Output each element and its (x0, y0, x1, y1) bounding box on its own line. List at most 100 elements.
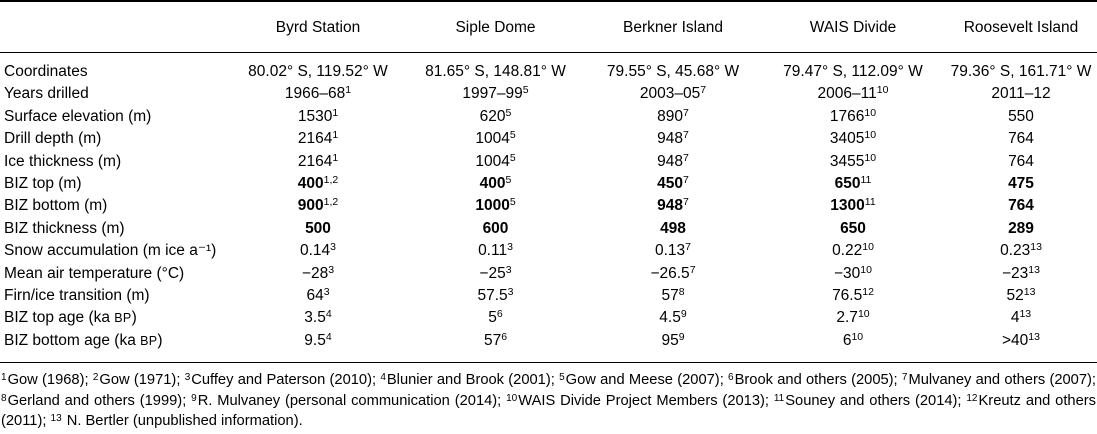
cell-value: −26.5 (650, 264, 690, 282)
table-cell: 4005 (406, 173, 585, 195)
table-cell: 0.143 (230, 240, 406, 262)
footnote-ref: 10 (864, 106, 877, 119)
cell-value: 79.55° S, 45.68° W (606, 63, 740, 80)
table-cell: 4507 (585, 173, 761, 195)
table-cell: 9487 (585, 195, 761, 217)
cell-value: 948 (657, 152, 684, 170)
footnote-ref: 6 (728, 372, 734, 384)
table-cell: 65011 (761, 173, 945, 195)
table-cell: 81.65° S, 148.81° W (406, 53, 585, 84)
footnote-ref: 7 (685, 241, 691, 254)
table-row-coordinates: Coordinates 80.02° S, 119.52° W 81.65° S, … (0, 53, 1097, 84)
footnote-ref: 9 (680, 308, 687, 321)
table-cell: 0.113 (406, 240, 585, 262)
footnote-ref: 10 (876, 84, 889, 97)
table-cell: 9001,2 (230, 195, 406, 217)
cell-value: 4.5 (659, 309, 681, 327)
footnote-ref: 13 (1030, 241, 1042, 254)
cell-value: 1000 (475, 197, 510, 215)
cell-value: 289 (1008, 219, 1034, 237)
footnote-ref: 10 (860, 263, 872, 276)
cell-value: 2006–11 (817, 85, 877, 103)
table-cell: 289 (945, 218, 1097, 240)
footnote-ref: 12 (862, 286, 874, 299)
footnote-ref: 1 (332, 106, 339, 119)
footnote-ref: 7 (683, 151, 689, 164)
table-cell: −253 (406, 263, 585, 285)
cell-value: 3405 (829, 130, 865, 148)
table-cell: 959 (585, 330, 761, 363)
footnote-ref: 12 (966, 392, 978, 404)
table-cell: 176610 (761, 106, 945, 128)
footnote-ref: 1,2 (323, 196, 339, 209)
table-cell: 2011–12 (945, 83, 1097, 105)
footnote-ref: 5 (509, 196, 516, 209)
cell-value: −23 (1002, 264, 1029, 282)
footnote-ref: 10 (864, 129, 877, 142)
cell-value: 3.5 (304, 309, 326, 327)
cell-value: 57 (483, 331, 502, 349)
row-label: BIZ bottom age (ka BP) (4, 331, 163, 349)
footnote-ref: 7 (683, 196, 689, 209)
footnote-ref: 5 (505, 174, 512, 187)
table-cell: 0.137 (585, 240, 761, 262)
cell-value: 1997–99 (462, 85, 523, 103)
table-cell: 21641 (230, 151, 406, 173)
table-row-biz-thickness-m: BIZ thickness (m) 500 600 498 650 289 (0, 218, 1097, 240)
footnote-ref: 4 (325, 330, 332, 343)
footnote-ref: 13 (1023, 286, 1036, 299)
table-cell: 10005 (406, 195, 585, 217)
cell-value: 79.47° S, 112.09° W (783, 63, 923, 80)
table-cell: −283 (230, 263, 406, 285)
cell-value: 764 (1008, 152, 1034, 170)
table-cell: 4.59 (585, 307, 761, 329)
table-cell: 600 (406, 218, 585, 240)
footnote-ref: 1,2 (323, 174, 339, 187)
footnote-ref: 2 (92, 372, 99, 384)
cell-value: 498 (660, 219, 686, 237)
footnote-ref: 13 (1028, 263, 1040, 276)
table-row-biz-bottom-m: BIZ bottom (m) 9001,2 10005 9487 130011 764 (0, 195, 1097, 217)
table-cell: >4013 (945, 330, 1097, 363)
cell-value: 2011–12 (991, 85, 1051, 103)
table-body: Coordinates 80.02° S, 119.52° W 81.65° S, … (0, 53, 1097, 363)
footnote-ref: 7 (683, 174, 689, 187)
table-cell: 76.512 (761, 285, 945, 307)
footnote-ref: 7 (689, 263, 696, 276)
table-row-biz-bottom-age-ka-bp: BIZ bottom age (ka BP) 9.54 576 959 610 >4013 (0, 330, 1097, 363)
column-header-wais-divide: WAIS Divide (761, 1, 945, 53)
table-cell: −2313 (945, 263, 1097, 285)
table-cell: 650 (761, 218, 945, 240)
table-cell: 56 (406, 307, 585, 329)
column-header-siple-dome: Siple Dome (406, 1, 585, 53)
cell-value: 6 (842, 331, 852, 349)
footnote-ref: 6 (501, 330, 508, 343)
cell-value: 0.22 (832, 242, 863, 260)
row-label: Ice thickness (m) (4, 152, 122, 170)
cell-value: 0.23 (1000, 242, 1031, 260)
cell-value: 450 (657, 175, 684, 193)
row-label: Mean air temperature (°C) (4, 264, 185, 282)
cell-value: −30 (834, 264, 861, 282)
row-label: Snow accumulation (m ice a⁻¹) (4, 242, 217, 260)
table-row-drill-depth-m: Drill depth (m) 21641 10045 9487 340510 764 (0, 128, 1097, 150)
footnote-ref: 4 (325, 308, 332, 321)
header-row: Byrd Station Siple Dome Berkner Island WAIS… (0, 1, 1097, 53)
footnote-ref: 1 (1, 372, 7, 384)
footnote-ref: 7 (683, 129, 689, 142)
table-cell: 2.710 (761, 307, 945, 329)
cell-value: 1530 (297, 107, 333, 125)
table-cell: 413 (945, 307, 1097, 329)
table-row-snow-accumulation-m-ice-a: Snow accumulation (m ice a⁻¹) 0.143 0.113 0… (0, 240, 1097, 262)
table-cell: −3010 (761, 263, 945, 285)
footnote-ref: 5 (559, 372, 565, 384)
table-cell: 80.02° S, 119.52° W (230, 53, 406, 84)
footnote-ref: 10 (851, 330, 864, 343)
table-cell: 550 (945, 106, 1097, 128)
cell-value: 57.5 (477, 287, 508, 305)
row-label: Firn/ice transition (m) (4, 287, 150, 305)
table-cell: 764 (945, 195, 1097, 217)
cell-value: 3455 (829, 152, 865, 170)
table-cell: 0.2210 (761, 240, 945, 262)
footnote-ref: 5 (509, 129, 516, 142)
